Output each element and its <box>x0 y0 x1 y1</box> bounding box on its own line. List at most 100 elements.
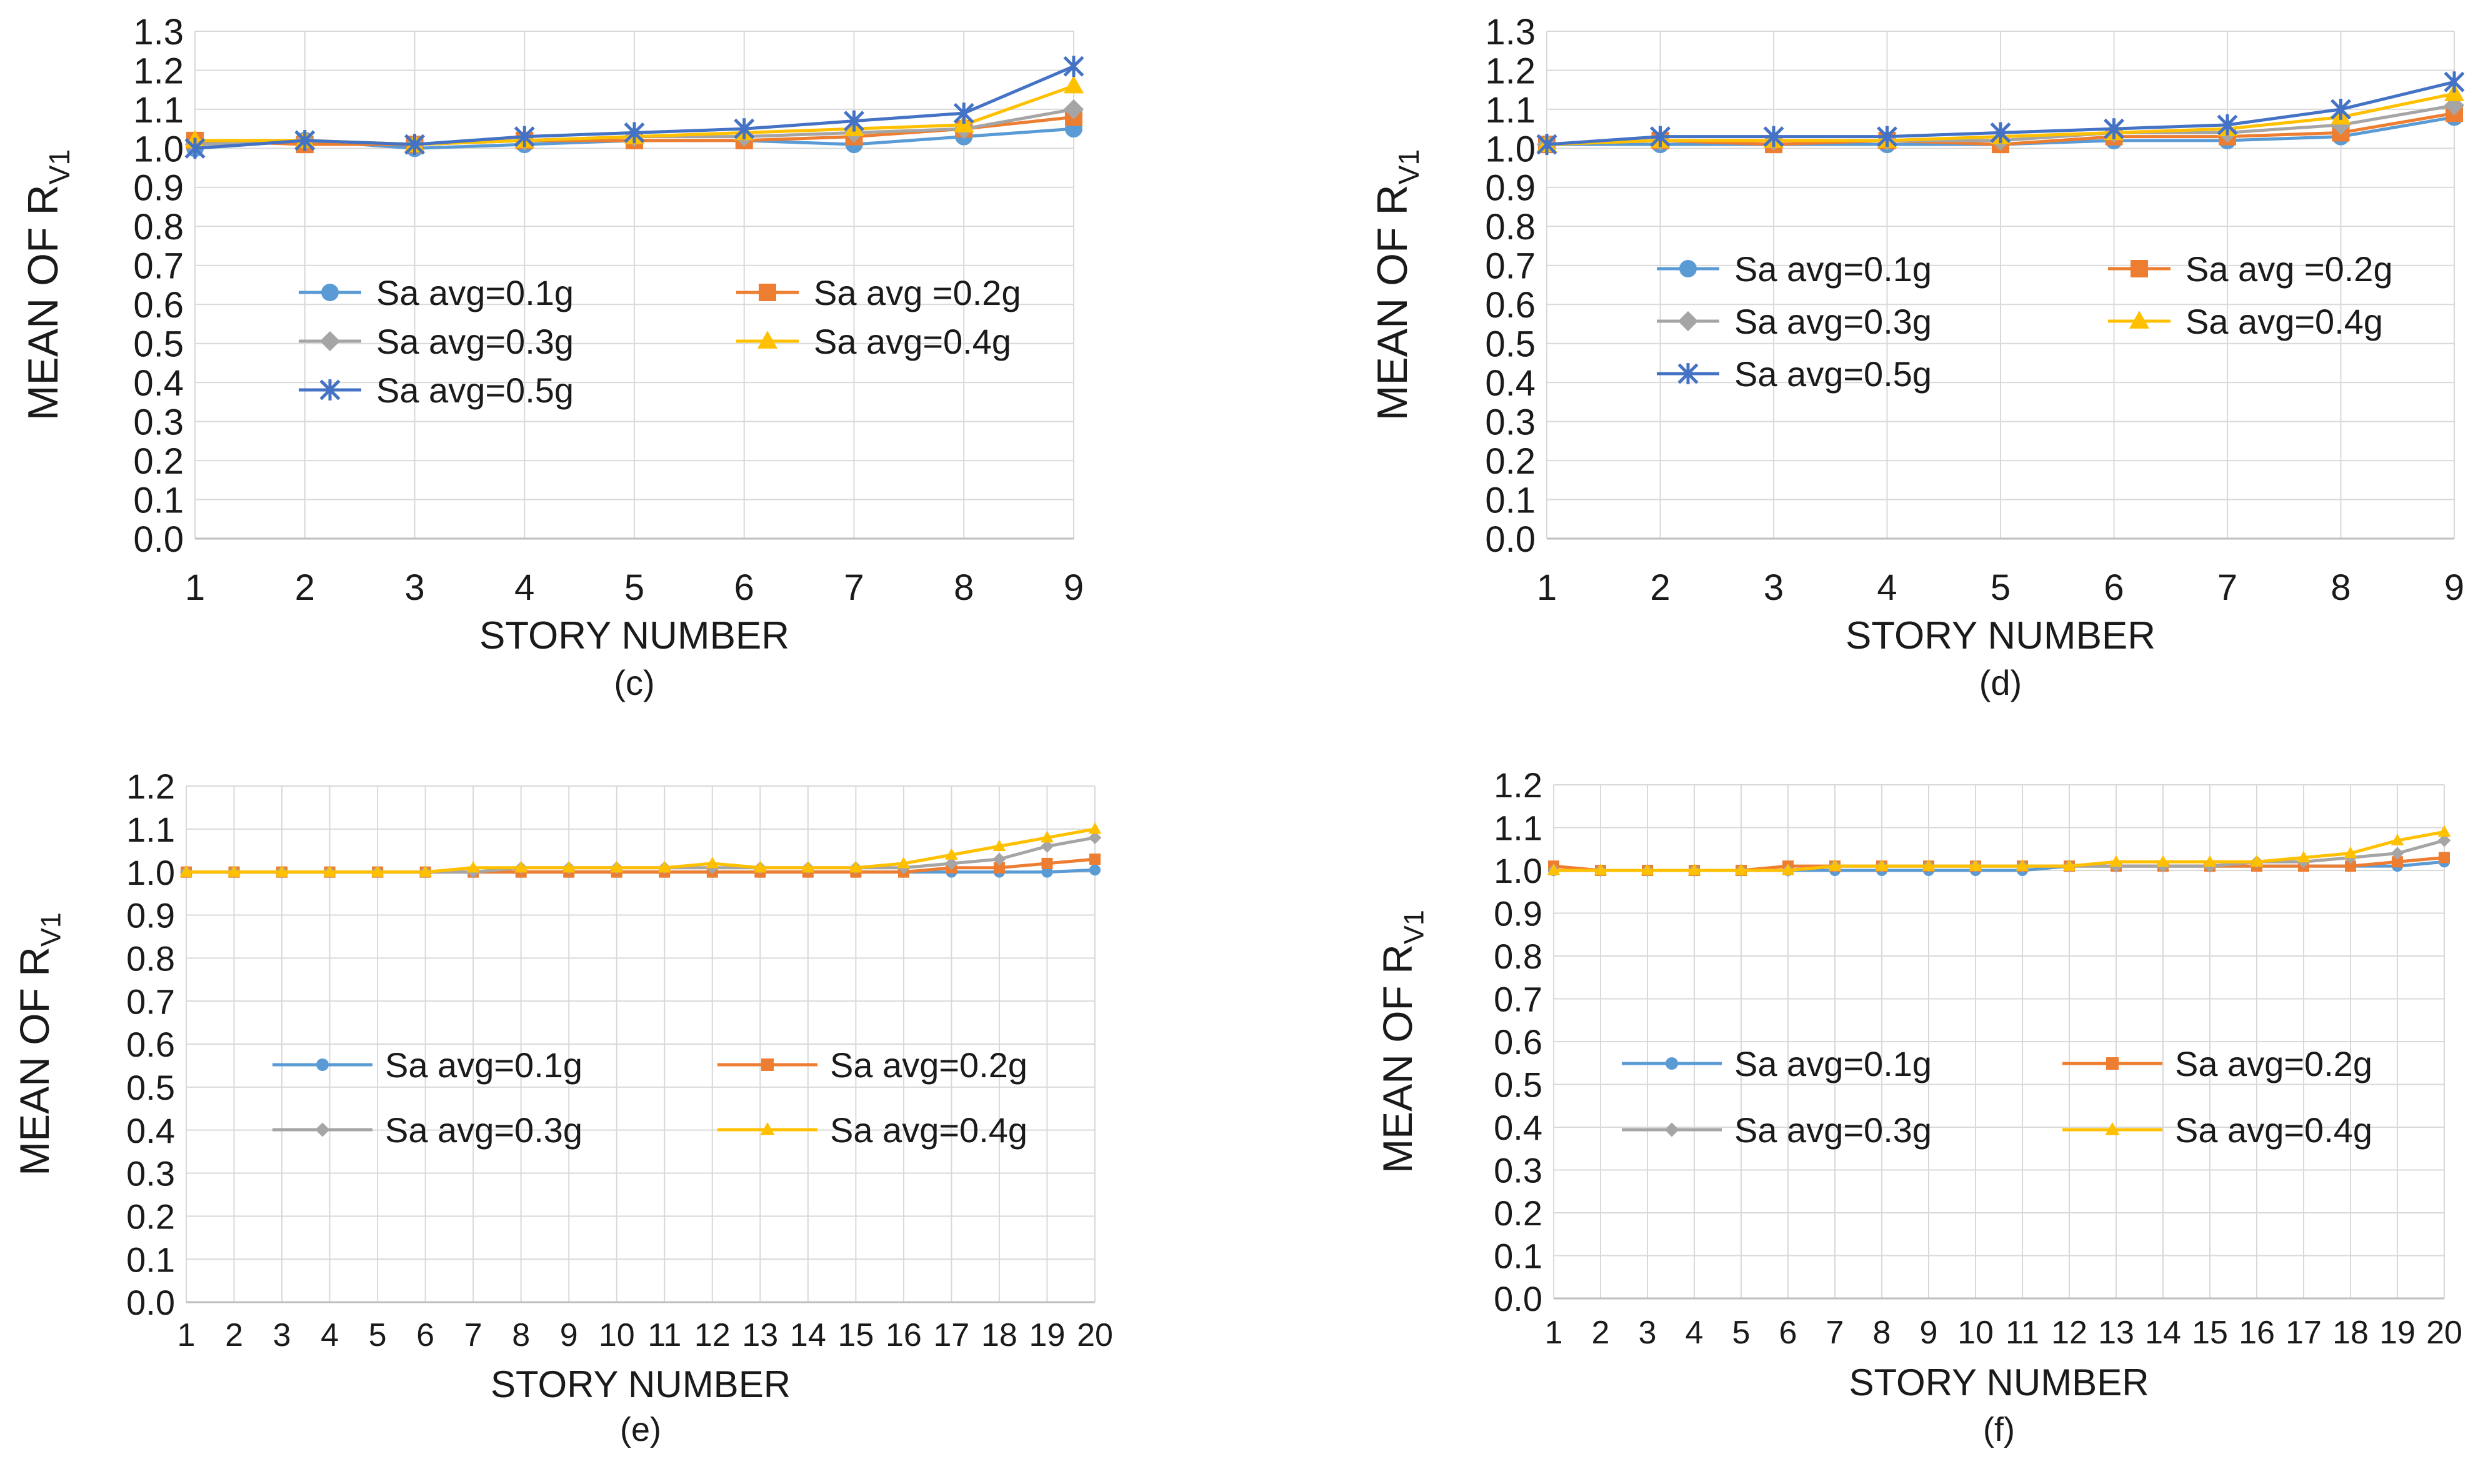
legend-label: Sa avg=0.3g <box>1734 302 1932 341</box>
y-tick-label: 0.4 <box>133 363 184 404</box>
x-tick-label: 3 <box>273 1317 291 1353</box>
y-tick-label: 1.1 <box>126 810 175 849</box>
data-point <box>2391 834 2404 845</box>
x-tick-label: 18 <box>2332 1315 2369 1351</box>
y-tick-label: 0.1 <box>1494 1237 1542 1276</box>
legend-label: Sa avg=0.3g <box>376 322 574 361</box>
x-tick-label: 4 <box>1877 567 1897 608</box>
legend: Sa avg=0.1g Sa avg=0.2g Sa avg=0.3g Sa avg=… <box>272 1045 1027 1150</box>
x-tick-label: 13 <box>2098 1315 2134 1351</box>
x-tick-label: 17 <box>933 1317 969 1353</box>
chart-panel-d: 0.00.10.20.30.40.50.60.70.80.91.01.11.21… <box>1369 12 2465 702</box>
legend-marker <box>759 284 776 301</box>
x-tick-label: 8 <box>512 1317 530 1353</box>
panel-caption: (d) <box>1979 663 2022 702</box>
y-tick-label: 0.2 <box>1494 1193 1542 1233</box>
y-tick-label: 0.0 <box>1485 519 1536 560</box>
data-point <box>1041 866 1053 878</box>
y-tick-label: 0.1 <box>133 480 184 520</box>
y-tick-label: 0.8 <box>133 207 184 247</box>
data-point <box>2203 855 2217 867</box>
data-point <box>1063 99 1084 120</box>
y-tick-label: 1.0 <box>1494 851 1542 890</box>
y-tick-label: 0.7 <box>133 246 184 287</box>
data-point <box>1089 854 1101 865</box>
data-point <box>1063 75 1084 94</box>
x-tick-label: 3 <box>1639 1315 1657 1351</box>
x-tick-label: 20 <box>1077 1317 1113 1353</box>
data-point <box>2439 852 2450 864</box>
legend-marker <box>1664 1122 1679 1137</box>
y-tick-label: 0.6 <box>1494 1022 1542 1062</box>
x-tick-label: 19 <box>2379 1315 2416 1351</box>
y-tick-label: 0.5 <box>1494 1065 1542 1105</box>
legend-marker <box>1677 363 1699 384</box>
data-point <box>993 862 1005 874</box>
y-tick-label: 0.4 <box>1494 1108 1542 1147</box>
data-point <box>1063 56 1084 77</box>
legend-item: Sa avg =0.2g <box>736 273 1021 312</box>
series-group <box>179 822 1102 879</box>
data-point <box>1922 859 1936 871</box>
series-group <box>1547 825 2451 877</box>
data-point <box>953 102 974 124</box>
y-tick-label: 1.1 <box>1494 809 1542 848</box>
data-point <box>1687 864 1701 875</box>
y-tick-label: 1.3 <box>1485 12 1536 52</box>
data-point <box>2156 855 2170 867</box>
y-tick-labels: 0.00.10.20.30.40.50.60.70.80.91.01.11.21… <box>1485 12 1536 560</box>
y-tick-label: 0.5 <box>133 324 184 365</box>
data-point <box>184 137 206 159</box>
legend-label: Sa avg=0.1g <box>376 273 574 312</box>
x-tick-label: 19 <box>1029 1317 1066 1353</box>
legend-marker <box>321 284 339 301</box>
y-tick-label: 0.7 <box>1485 246 1536 287</box>
data-point <box>734 118 755 140</box>
y-tick-label: 0.6 <box>1485 285 1536 326</box>
y-tick-label: 0.4 <box>126 1111 175 1150</box>
x-tick-label: 7 <box>844 567 864 608</box>
x-tick-label: 10 <box>599 1317 635 1353</box>
legend-item: Sa avg=0.4g <box>717 1110 1027 1150</box>
x-axis-title: STORY NUMBER <box>1846 614 2156 657</box>
data-point <box>2437 825 2451 837</box>
data-point <box>2331 99 2351 120</box>
data-point <box>2392 856 2403 868</box>
data-point <box>1763 126 1784 147</box>
y-axis-title: MEAN OF RV1 <box>11 912 66 1176</box>
data-point <box>610 860 624 873</box>
x-tick-label: 6 <box>734 567 754 608</box>
legend: Sa avg=0.1g Sa avg =0.2g Sa avg=0.3g Sa avg… <box>299 273 1021 410</box>
data-point <box>514 126 535 147</box>
legend-label: Sa avg =0.2g <box>2186 249 2393 289</box>
data-point <box>562 860 576 873</box>
y-tick-label: 1.3 <box>133 12 184 52</box>
y-tick-label: 0.9 <box>133 168 184 209</box>
legend-item: Sa avg=0.2g <box>717 1045 1027 1085</box>
y-tick-label: 1.0 <box>1485 129 1536 169</box>
x-tick-label: 1 <box>1545 1315 1563 1351</box>
y-tick-labels: 0.00.10.20.30.40.50.60.70.80.91.01.11.2 <box>126 767 175 1322</box>
y-tick-label: 0.2 <box>1485 441 1536 482</box>
legend-marker <box>757 331 778 349</box>
x-tick-label: 15 <box>837 1317 874 1353</box>
x-tick-label: 4 <box>321 1317 339 1353</box>
y-tick-label: 0.3 <box>1485 402 1536 442</box>
legend: Sa avg=0.1g Sa avg=0.2g Sa avg=0.3g Sa avg=… <box>1622 1044 2372 1150</box>
y-axis-title-main: MEAN OF R <box>1369 184 1416 421</box>
data-point <box>466 860 480 873</box>
data-point <box>227 865 241 877</box>
data-point <box>323 865 336 877</box>
data-point <box>419 865 432 877</box>
y-tick-labels: 0.00.10.20.30.40.50.60.70.80.91.01.11.2 <box>1494 765 1542 1318</box>
legend-item: Sa avg=0.4g <box>2108 302 2383 341</box>
legend-item: Sa avg =0.2g <box>2108 249 2393 289</box>
x-tick-label: 4 <box>1686 1315 1704 1351</box>
legend-item: Sa avg=0.3g <box>1622 1110 1932 1150</box>
series-line <box>186 827 1096 874</box>
data-point <box>179 865 193 877</box>
legend-item: Sa avg=0.1g <box>1657 249 1932 289</box>
legend-label: Sa avg=0.4g <box>2175 1110 2372 1150</box>
series-2 <box>181 854 1101 878</box>
